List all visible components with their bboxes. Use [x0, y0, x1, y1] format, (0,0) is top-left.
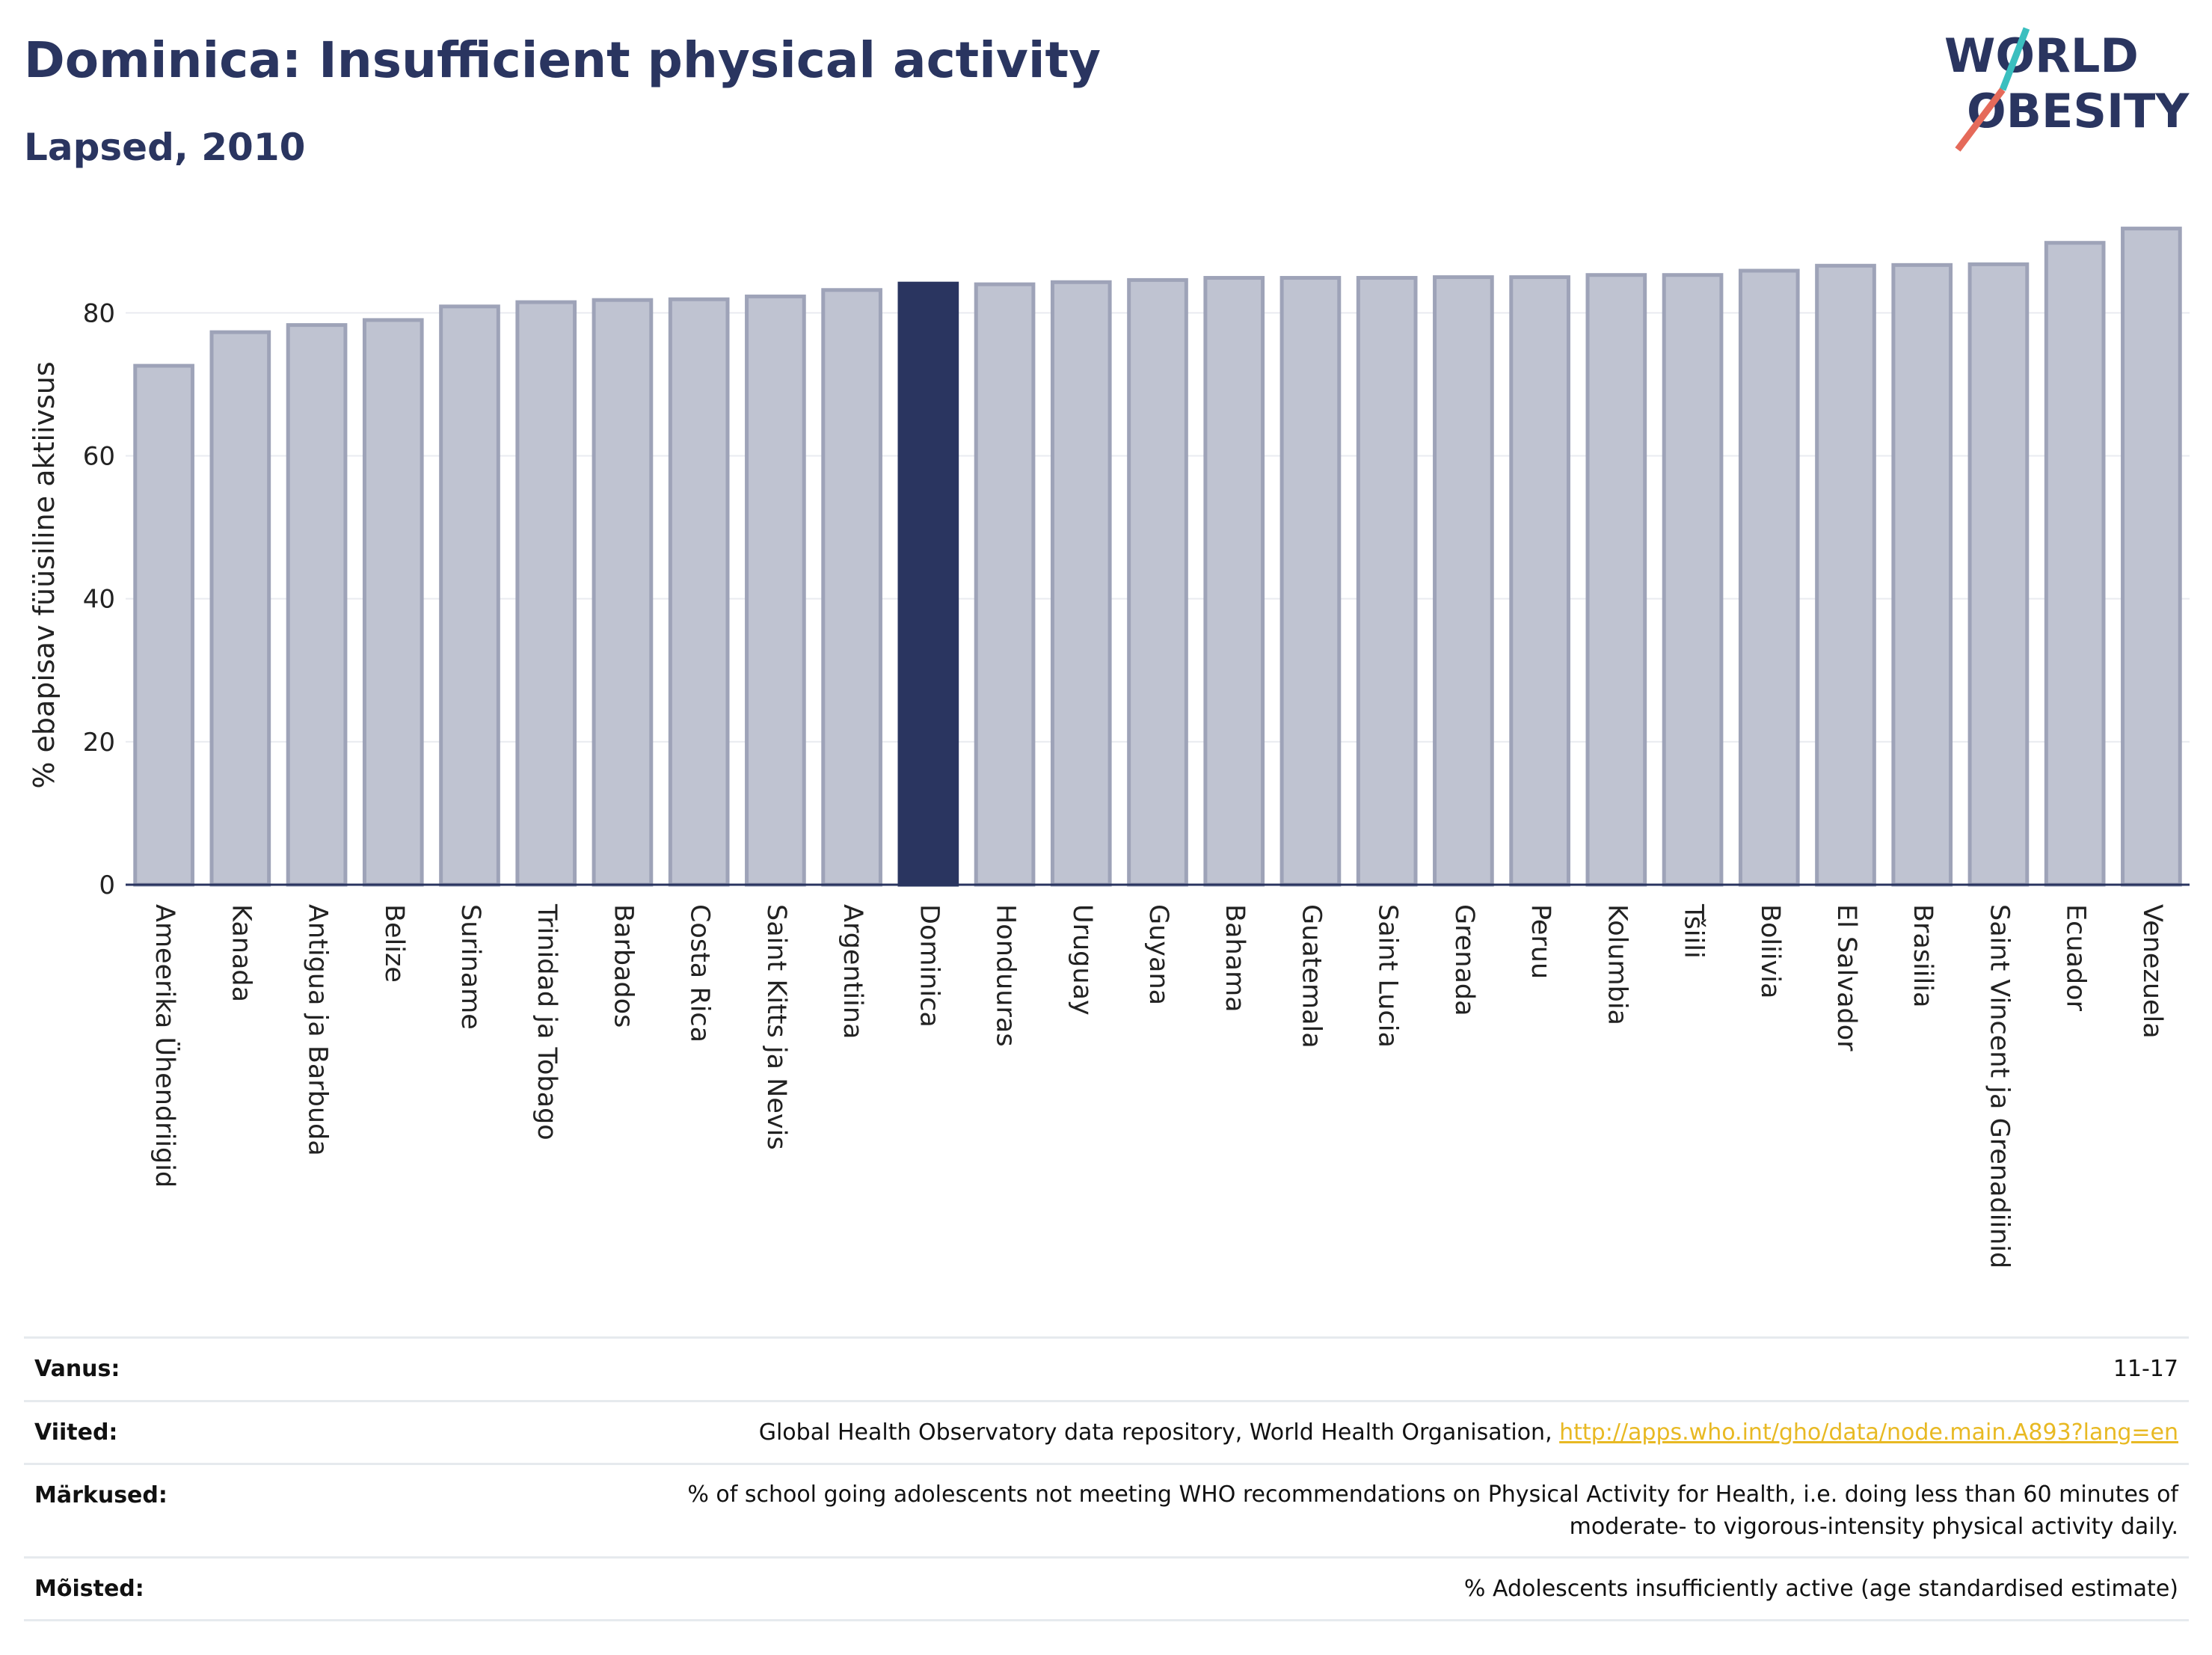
bar	[2044, 241, 2106, 887]
x-tick-label: Barbados	[608, 904, 638, 1028]
y-tick-label: 0	[99, 871, 115, 900]
x-tick-label: Venezuela	[2137, 904, 2167, 1039]
x-tick-label: Tšiili	[1679, 903, 1709, 959]
bar	[1509, 275, 1570, 887]
bar	[1585, 273, 1647, 887]
x-tick-label: Antigua ja Barbuda	[303, 904, 333, 1156]
x-tick-label: Suriname	[455, 904, 485, 1030]
x-tick-label: Peruu	[1526, 904, 1555, 979]
y-tick-label: 60	[83, 442, 115, 472]
bar	[1815, 263, 1876, 887]
info-key: Märkused:	[34, 1482, 168, 1508]
logo-slash-red-icon	[1955, 87, 2006, 152]
x-tick-label: Costa Rica	[685, 904, 715, 1043]
bar	[1050, 280, 1112, 887]
bar	[1433, 275, 1494, 887]
x-tick-label: Uruguay	[1067, 904, 1097, 1016]
bar-chart: 0 20 40 60 80 Ameerika Ühendriigid Kanada Anti…	[28, 227, 2190, 1268]
x-tick-label: Ameerika Ühendriigid	[150, 904, 181, 1188]
bar	[745, 294, 806, 887]
x-tick-label: Guyana	[1143, 904, 1173, 1005]
x-tick-label: Bahama	[1220, 904, 1250, 1013]
x-tick-label: Trinidad ja Tobago	[532, 903, 562, 1140]
info-value: 11-17	[2113, 1356, 2178, 1382]
logo-line1: WORLD	[1944, 28, 2139, 83]
bar	[1967, 262, 2030, 887]
info-value: % Adolescents insufficiently active (age…	[1463, 1576, 2178, 1602]
bar	[821, 288, 882, 887]
bar	[515, 300, 577, 887]
x-tick-label: Brasiilia	[1908, 904, 1938, 1007]
bar	[209, 330, 271, 887]
bar	[1891, 262, 1953, 887]
bar	[439, 304, 500, 887]
x-tick-label: Saint Kitts ja Nevis	[761, 904, 791, 1150]
bar	[2121, 227, 2182, 887]
x-axis-labels: Ameerika Ühendriigid Kanada Antigua ja Bar…	[150, 903, 2167, 1268]
bar	[133, 363, 194, 887]
x-tick-label: Saint Vincent ja Grenadiinid	[1984, 904, 2014, 1268]
x-tick-label: Guatemala	[1296, 904, 1326, 1048]
bar	[1279, 276, 1342, 887]
info-table: Vanus: 11-17 Viited: Global Health Obser…	[24, 1336, 2189, 1621]
chart-title: Dominica: Insufficient physical activity	[24, 31, 1102, 89]
info-key: Viited:	[34, 1419, 118, 1446]
x-tick-label: Boliivia	[1755, 904, 1785, 998]
x-tick-label: Kolumbia	[1602, 904, 1632, 1025]
bar	[1203, 276, 1265, 887]
y-tick-label: 80	[83, 298, 115, 328]
bar	[362, 318, 424, 887]
info-row-age: Vanus: 11-17	[24, 1336, 2189, 1400]
info-row-definitions: Mõisted: % Adolescents insufficiently ac…	[24, 1556, 2189, 1621]
bar	[1127, 277, 1188, 887]
bar	[1356, 276, 1418, 887]
x-tick-label: El Salvador	[1831, 904, 1861, 1051]
x-tick-label: Kanada	[226, 904, 256, 1002]
info-value: Global Health Observatory data repositor…	[759, 1402, 2189, 1463]
x-tick-label: Ecuador	[2061, 904, 2091, 1012]
x-tick-label: Argentiina	[838, 904, 867, 1039]
x-tick-label: Grenada	[1449, 904, 1479, 1016]
x-tick-label: Honduuras	[991, 904, 1021, 1047]
info-key: Mõisted:	[34, 1576, 144, 1602]
y-tick-label: 40	[83, 585, 115, 615]
x-tick-label: Belize	[379, 904, 409, 983]
info-row-notes: Märkused: % of school going adolescents …	[24, 1463, 2189, 1556]
world-obesity-logo: WORLD OBESITY	[1944, 27, 2190, 152]
y-axis-ticks: 0 20 40 60 80	[83, 298, 115, 900]
bar	[668, 297, 730, 887]
bar	[1738, 268, 1800, 887]
info-key: Vanus:	[34, 1356, 120, 1382]
y-axis-label: % ebapisav füüsiline aktiivsus	[28, 361, 61, 788]
x-tick-label: Dominica	[914, 904, 944, 1028]
bar	[592, 298, 654, 887]
bar	[974, 282, 1036, 887]
bar	[286, 323, 348, 887]
bar-highlighted	[897, 281, 959, 887]
y-tick-label: 20	[83, 728, 115, 758]
bars	[133, 227, 2182, 887]
x-tick-label: Saint Lucia	[1373, 904, 1403, 1048]
reference-text: Global Health Observatory data repositor…	[758, 1419, 1560, 1446]
chart-subtitle: Lapsed, 2010	[24, 126, 306, 169]
logo-slash-teal-icon	[1999, 27, 2030, 91]
info-row-references: Viited: Global Health Observatory data r…	[24, 1400, 2189, 1463]
bar	[1662, 273, 1724, 887]
reference-link[interactable]: http://apps.who.int/gho/data/node.main.A…	[1559, 1419, 2178, 1446]
info-value: % of school going adolescents not meetin…	[687, 1481, 2178, 1540]
